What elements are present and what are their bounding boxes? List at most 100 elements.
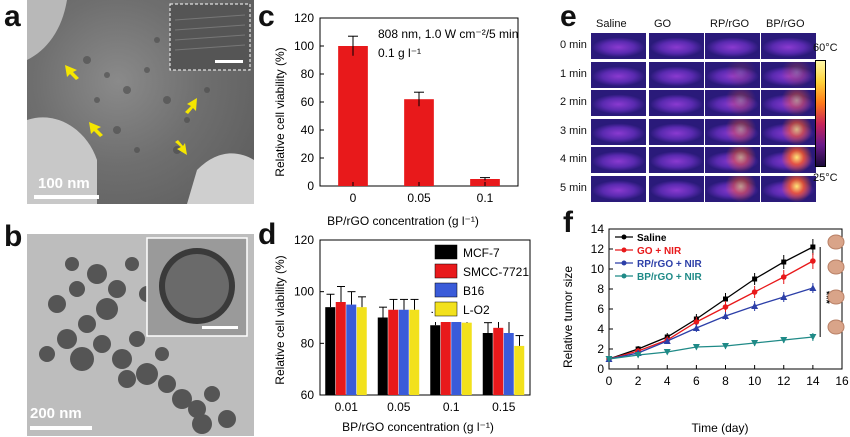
tumor-photo-3 bbox=[827, 319, 845, 335]
thermal-row-label: 2 min bbox=[560, 96, 587, 108]
chart-d-legend-swatch-1 bbox=[434, 263, 458, 279]
chart-c-xtick-label: 0.05 bbox=[407, 191, 431, 205]
thermal-image bbox=[705, 147, 760, 173]
chart-d-xtick-label: 0.01 bbox=[335, 400, 359, 414]
panel-d-letter: d bbox=[258, 218, 277, 251]
tumor-photo-2 bbox=[827, 289, 845, 305]
chart-d-ytick-label: 100 bbox=[294, 285, 314, 299]
thermal-image bbox=[761, 90, 816, 116]
tem-image-a bbox=[27, 0, 254, 204]
chart-f-point-1 bbox=[780, 274, 787, 280]
panel-b-letter: b bbox=[4, 220, 23, 253]
thermal-image bbox=[649, 175, 704, 202]
chart-d-bar-1 bbox=[335, 302, 346, 395]
chart-c-xlabel: BP/rGO concentration (g l⁻¹) bbox=[327, 214, 479, 228]
scale-bar-a bbox=[34, 195, 99, 199]
chart-f-point-2 bbox=[780, 293, 788, 300]
chart-f-xtick-label: 2 bbox=[635, 374, 642, 388]
chart-d-legend-label-1: SMCC-7721 bbox=[463, 265, 529, 279]
thermal-image bbox=[591, 175, 646, 202]
chart-f-point-2 bbox=[809, 284, 817, 291]
chart-c-ytick-label: 40 bbox=[301, 123, 315, 137]
chart-f-xtick-label: 6 bbox=[693, 374, 700, 388]
chart-c: Relative cell viability (%) BP/rGO conce… bbox=[273, 11, 519, 228]
chart-d-bar-3 bbox=[409, 309, 420, 395]
chart-d-bar-1 bbox=[493, 327, 504, 395]
chart-f-point-2 bbox=[751, 302, 759, 309]
chart-f-point-3 bbox=[692, 344, 700, 351]
chart-f-xtick-label: 10 bbox=[748, 374, 762, 388]
temperature-colorbar bbox=[815, 60, 826, 167]
thermal-image bbox=[649, 118, 704, 145]
thermal-row-label: 0 min bbox=[560, 39, 587, 51]
chart-f-ytick-label: 12 bbox=[591, 242, 605, 256]
scale-bar-b bbox=[30, 426, 92, 430]
chart-f-point-0 bbox=[810, 244, 816, 250]
thermal-row-label: 5 min bbox=[560, 181, 587, 194]
chart-c-xtick-label: 0.1 bbox=[477, 191, 494, 205]
thermal-image bbox=[761, 61, 816, 88]
thermal-image bbox=[591, 118, 646, 145]
tumor-photo-0 bbox=[827, 234, 845, 250]
chart-f-ytick-label: 6 bbox=[597, 302, 604, 316]
thermal-image bbox=[761, 147, 816, 173]
thermal-column-label: Saline bbox=[596, 18, 627, 30]
chart-c-annotation-1: 808 nm, 1.0 W cm⁻²/5 min bbox=[378, 27, 518, 41]
chart-d-legend-label-2: B16 bbox=[463, 284, 485, 298]
chart-c-annotation-2: 0.1 g l⁻¹ bbox=[378, 46, 421, 60]
chart-f-legend-label-1: GO + NIR bbox=[637, 246, 682, 257]
thermal-image bbox=[761, 175, 816, 202]
tem-texture-a bbox=[27, 0, 254, 204]
thermal-image bbox=[649, 90, 704, 116]
chart-d-bar-3 bbox=[461, 322, 472, 395]
panel-e-letter: e bbox=[560, 0, 577, 33]
colorbar-min-label: 25°C bbox=[813, 172, 838, 184]
thermal-image bbox=[591, 147, 646, 173]
chart-d-bar-0 bbox=[325, 307, 336, 395]
thermal-row-label: 1 min bbox=[560, 67, 587, 80]
thermal-image bbox=[705, 118, 760, 145]
chart-c-ytick-label: 60 bbox=[301, 95, 315, 109]
chart-f-legend-marker-3 bbox=[621, 273, 627, 279]
chart-f-line-0 bbox=[608, 246, 814, 360]
chart-f-xlabel: Time (day) bbox=[692, 421, 749, 435]
chart-f-ytick-label: 2 bbox=[597, 342, 604, 356]
chart-c-ytick-label: 120 bbox=[294, 11, 314, 25]
chart-f-legend-label-0: Saline bbox=[637, 233, 667, 244]
thermal-image bbox=[591, 33, 646, 59]
chart-f-ytick-label: 14 bbox=[591, 222, 605, 236]
thermal-row-label: 4 min bbox=[560, 153, 587, 165]
thermal-column-label: BP/rGO bbox=[766, 18, 805, 30]
chart-d-ytick-label: 80 bbox=[301, 336, 315, 350]
chart-d-bar-1 bbox=[388, 309, 399, 395]
chart-f-point-1 bbox=[693, 319, 700, 325]
chart-c-ytick-label: 80 bbox=[301, 67, 315, 81]
chart-d: Relative cell viability (%) BP/rGO conce… bbox=[273, 233, 531, 434]
chart-f-ytick-label: 8 bbox=[597, 282, 604, 296]
chart-c-ytick-label: 20 bbox=[301, 151, 315, 165]
chart-d-xtick-label: 0.05 bbox=[387, 400, 411, 414]
chart-f: Relative tumor size Time (day) 0 2 4 6 8 10 12… bbox=[561, 222, 849, 435]
chart-d-legend-label-0: MCF-7 bbox=[463, 246, 500, 260]
thermal-row-label: 3 min bbox=[560, 124, 587, 137]
chart-c-ylabel: Relative cell viability (%) bbox=[273, 47, 287, 176]
thermal-column-label: RP/rGO bbox=[710, 18, 750, 30]
chart-d-legend-label-3: L-O2 bbox=[463, 303, 490, 317]
chart-f-xtick-label: 8 bbox=[722, 374, 729, 388]
chart-d-bar-2 bbox=[503, 333, 514, 395]
chart-f-ytick-label: 0 bbox=[597, 362, 604, 376]
thermal-image bbox=[761, 118, 816, 145]
chart-d-xtick-label: 0.1 bbox=[443, 400, 460, 414]
chart-f-point-3 bbox=[751, 340, 759, 347]
scale-label-a: 100 nm bbox=[38, 175, 90, 192]
chart-d-bar-0 bbox=[482, 333, 493, 395]
chart-d-bar-3 bbox=[356, 307, 367, 395]
tumor-photo-1 bbox=[827, 259, 845, 275]
chart-d-xtick-label: 0.15 bbox=[492, 400, 516, 414]
chart-d-bar-2 bbox=[346, 304, 357, 395]
thermal-image bbox=[649, 33, 704, 59]
tem-image-b bbox=[27, 234, 254, 436]
chart-f-point-2 bbox=[722, 312, 729, 319]
thermal-image bbox=[705, 33, 760, 59]
chart-f-legend-marker-1 bbox=[621, 247, 627, 253]
